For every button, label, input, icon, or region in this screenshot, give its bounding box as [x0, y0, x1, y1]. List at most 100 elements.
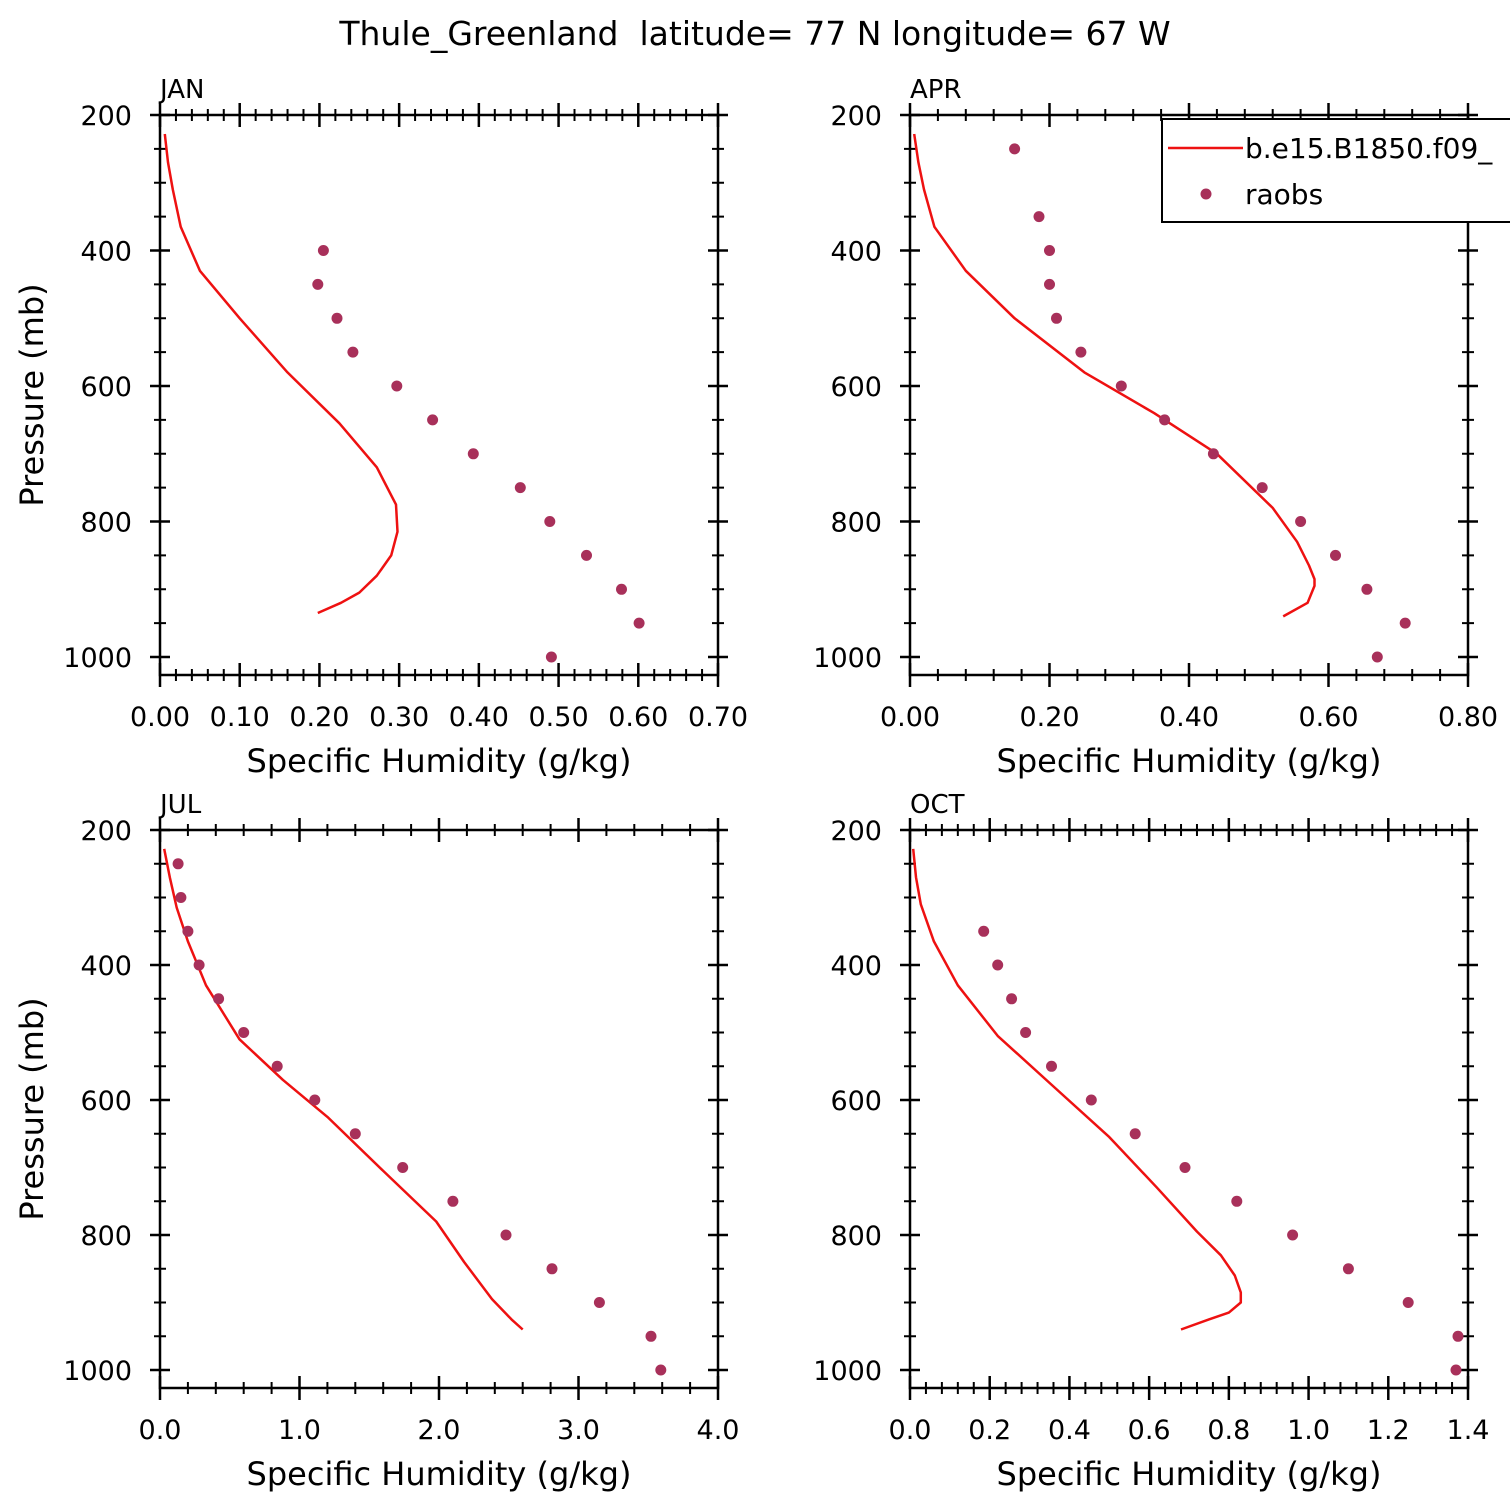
plot-frame — [158, 113, 720, 677]
y-tick-label: 1000 — [63, 643, 132, 674]
y-tick-label: 800 — [80, 508, 132, 539]
raobs-point — [1009, 143, 1021, 155]
x-axis-label: Specific Humidity (g/kg) — [997, 1455, 1382, 1493]
y-tick-label: 600 — [80, 372, 132, 403]
raobs-point — [172, 858, 184, 870]
x-tick-label: 0.00 — [880, 702, 940, 733]
raobs-point — [1129, 1128, 1141, 1140]
x-tick-label: 0.40 — [1159, 702, 1219, 733]
model-line — [911, 848, 1243, 1331]
x-tick-label: 0.10 — [210, 702, 270, 733]
raobs-point — [500, 1229, 512, 1241]
legend: b.e15.B1850.f09_ raobs — [1161, 118, 1510, 223]
y-tick-label: 1000 — [813, 643, 882, 674]
raobs-point — [1256, 482, 1268, 494]
raobs-point — [978, 925, 990, 937]
y-tick-label: 200 — [830, 101, 882, 132]
raobs-point — [514, 482, 526, 494]
raobs-point — [309, 1094, 321, 1106]
model-line — [912, 133, 1316, 618]
panel-label: JAN — [158, 75, 204, 105]
y-tick-label: 200 — [830, 816, 882, 847]
raobs-point — [1075, 346, 1087, 358]
raobs-point — [1006, 993, 1018, 1005]
y-tick-label: 200 — [80, 101, 132, 132]
raobs-point — [1044, 245, 1055, 256]
x-axis-label: Specific Humidity (g/kg) — [247, 742, 632, 780]
raobs-point — [1330, 549, 1341, 561]
raobs-point — [1020, 1027, 1032, 1038]
model-line — [163, 133, 399, 615]
x-tick-label: 0.30 — [369, 702, 429, 733]
x-tick-label: 0.60 — [608, 702, 668, 733]
legend-box — [1161, 118, 1510, 223]
y-tick-label: 400 — [830, 951, 882, 982]
plot-frame — [908, 828, 1470, 1390]
x-tick-label: 0.4 — [1048, 1415, 1091, 1446]
y-tick-label: 800 — [830, 1221, 882, 1252]
x-tick-label: 0.40 — [449, 702, 509, 733]
x-tick-label: 1.0 — [278, 1415, 321, 1446]
raobs-point — [397, 1162, 409, 1173]
y-tick-label: 400 — [830, 237, 882, 268]
raobs-point — [616, 583, 627, 595]
raobs-point — [349, 1128, 361, 1140]
raobs-point — [633, 617, 645, 629]
panel-jan: JAN 200 400 600 800 1000 0.00 0.10 0.20 0.30 0.40 0… — [13, 75, 748, 780]
raobs-point — [238, 1027, 250, 1038]
raobs-point — [1179, 1162, 1191, 1173]
raobs-point — [581, 549, 592, 561]
y-tick-label: 600 — [830, 1086, 882, 1117]
raobs-point — [1287, 1229, 1299, 1241]
raobs-point — [312, 278, 324, 290]
raobs-point — [1085, 1094, 1097, 1106]
raobs-point — [545, 651, 557, 663]
x-tick-label: 0.20 — [289, 702, 349, 733]
raobs-point — [655, 1364, 667, 1376]
x-tick-label: 3.0 — [557, 1415, 600, 1446]
raobs-point — [1046, 1060, 1057, 1072]
raobs-point — [182, 925, 194, 937]
x-tick-label: 1.2 — [1367, 1415, 1410, 1446]
raobs-point — [1402, 1297, 1414, 1308]
raobs-point — [193, 959, 205, 971]
raobs-point — [544, 516, 556, 527]
x-tick-label: 0.0 — [889, 1415, 932, 1446]
panel-label: APR — [910, 75, 962, 105]
y-tick-label: 1000 — [63, 1356, 132, 1387]
legend-obs-swatch — [1200, 188, 1212, 200]
x-tick-label: 0.70 — [688, 702, 748, 733]
raobs-point — [213, 993, 225, 1005]
raobs-point — [1051, 312, 1062, 324]
raobs-point — [331, 312, 343, 324]
panels-group: JAN 200 400 600 800 1000 0.00 0.10 0.20 0.30 0.40 0… — [13, 75, 1498, 1493]
x-tick-label: 0.2 — [968, 1415, 1011, 1446]
raobs-point — [1450, 1364, 1462, 1376]
x-tick-label: 0.50 — [529, 702, 589, 733]
legend-obs-label: raobs — [1245, 178, 1323, 211]
raobs-point — [546, 1263, 558, 1275]
raobs-point — [467, 448, 479, 460]
raobs-point — [1342, 1263, 1354, 1275]
x-tick-label: 0.20 — [1019, 702, 1079, 733]
y-axis-label: Pressure (mb) — [13, 283, 51, 506]
x-axis-label: Specific Humidity (g/kg) — [247, 1455, 632, 1493]
figure-title: Thule_Greenland latitude= 77 N longitude… — [338, 14, 1170, 53]
x-tick-label: 0.6 — [1128, 1415, 1171, 1446]
x-tick-label: 1.4 — [1447, 1415, 1490, 1446]
y-tick-label: 1000 — [813, 1356, 882, 1387]
y-tick-label: 200 — [80, 816, 132, 847]
panel-label: OCT — [910, 790, 965, 820]
y-tick-label: 800 — [80, 1221, 132, 1252]
x-tick-label: 0.8 — [1207, 1415, 1250, 1446]
raobs-point — [1399, 617, 1411, 629]
legend-model-label: b.e15.B1850.f09_ — [1245, 132, 1493, 165]
raobs-point — [1295, 516, 1307, 527]
y-tick-label: 600 — [830, 372, 882, 403]
raobs-point — [427, 414, 439, 426]
raobs-point — [1115, 380, 1127, 392]
raobs-point — [645, 1330, 657, 1342]
